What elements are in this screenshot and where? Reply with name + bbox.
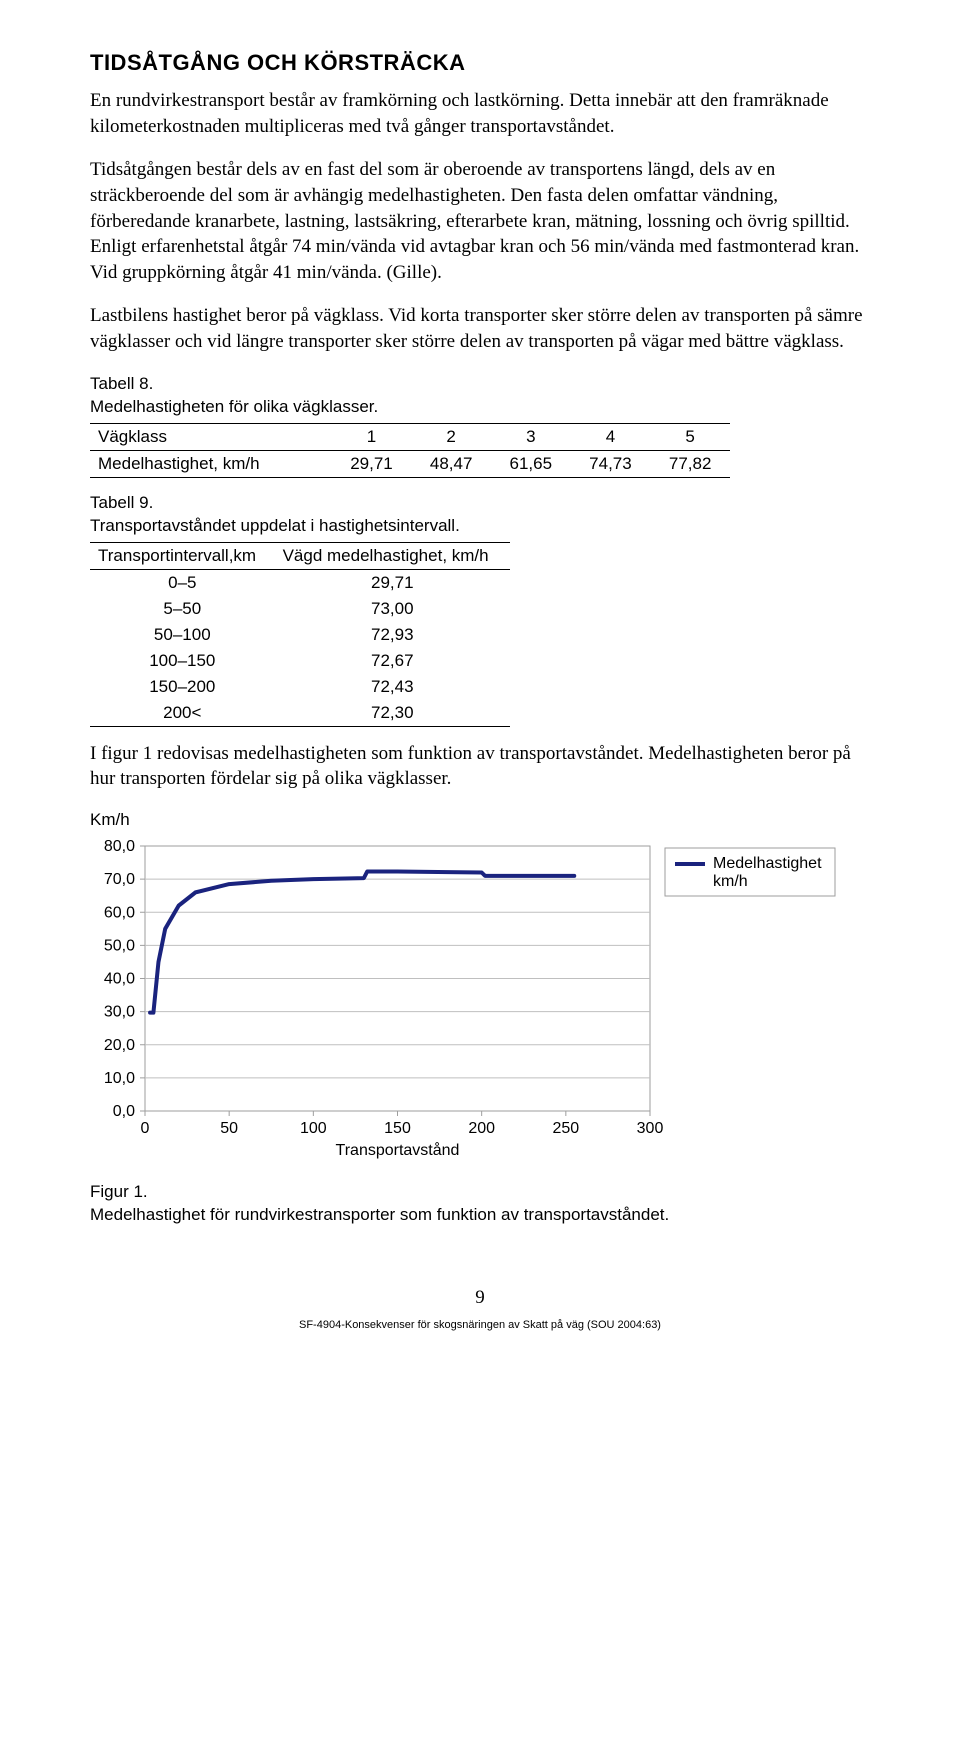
chart-container: Km/h 0,0 10,0 20,0 30,0 40,0 50,0 60,0 70,0 80,0… bbox=[90, 810, 870, 1171]
t9-a2: 50–100 bbox=[90, 622, 275, 648]
paragraph-1: En rundvirkestransport består av framkör… bbox=[90, 88, 870, 139]
svg-text:50,0: 50,0 bbox=[104, 937, 135, 954]
table8-rowlabel: Medelhastighet, km/h bbox=[90, 450, 332, 477]
table-row: 0–529,71 bbox=[90, 569, 510, 596]
table-row: Vägklass 1 2 3 4 5 bbox=[90, 423, 730, 450]
table8-v4: 74,73 bbox=[571, 450, 651, 477]
figure1-caption: Figur 1. Medelhastighet för rundvirkestr… bbox=[90, 1181, 870, 1227]
t9-a4: 150–200 bbox=[90, 674, 275, 700]
svg-text:70,0: 70,0 bbox=[104, 871, 135, 888]
svg-text:150: 150 bbox=[384, 1120, 411, 1137]
table-row: 100–15072,67 bbox=[90, 648, 510, 674]
table9-label: Tabell 9. bbox=[90, 493, 153, 512]
t9-a0: 0–5 bbox=[90, 569, 275, 596]
table8-v5: 77,82 bbox=[650, 450, 730, 477]
table8-col1: 1 bbox=[332, 423, 412, 450]
table9-desc: Transportavståndet uppdelat i hastighets… bbox=[90, 516, 460, 535]
t9-b4: 72,43 bbox=[275, 674, 510, 700]
table-row: Medelhastighet, km/h 29,71 48,47 61,65 7… bbox=[90, 450, 730, 477]
table8-desc: Medelhastigheten för olika vägklasser. bbox=[90, 397, 378, 416]
svg-text:0: 0 bbox=[141, 1120, 150, 1137]
svg-text:300: 300 bbox=[637, 1120, 664, 1137]
figure1-desc: Medelhastighet för rundvirkestransporter… bbox=[90, 1205, 669, 1224]
table8-v3: 61,65 bbox=[491, 450, 571, 477]
footer-citation: SF-4904-Konsekvenser för skogsnäringen a… bbox=[90, 1319, 870, 1331]
svg-text:80,0: 80,0 bbox=[104, 838, 135, 855]
t9-b3: 72,67 bbox=[275, 648, 510, 674]
line-chart: 0,0 10,0 20,0 30,0 40,0 50,0 60,0 70,0 80,0 0 50 10… bbox=[90, 836, 850, 1166]
table9-h0: Transportintervall,km bbox=[90, 542, 275, 569]
t9-a1: 5–50 bbox=[90, 596, 275, 622]
paragraph-3: Lastbilens hastighet beror på vägklass. … bbox=[90, 303, 870, 354]
svg-text:40,0: 40,0 bbox=[104, 970, 135, 987]
chart-ylabel: Km/h bbox=[90, 810, 870, 830]
table8-col2: 2 bbox=[411, 423, 491, 450]
table-row: 5–5073,00 bbox=[90, 596, 510, 622]
page-footer: 9 SF-4904-Konsekvenser för skogsnäringen… bbox=[90, 1287, 870, 1331]
table9: Transportintervall,km Vägd medelhastighe… bbox=[90, 542, 510, 727]
table9-caption: Tabell 9. Transportavståndet uppdelat i … bbox=[90, 492, 870, 538]
svg-text:10,0: 10,0 bbox=[104, 1070, 135, 1087]
section-heading: TIDSÅTGÅNG OCH KÖRSTRÄCKA bbox=[90, 50, 870, 76]
table8-col5: 5 bbox=[650, 423, 730, 450]
table8-v1: 29,71 bbox=[332, 450, 412, 477]
table8-h0: Vägklass bbox=[90, 423, 332, 450]
table-row: 50–10072,93 bbox=[90, 622, 510, 648]
table8-col4: 4 bbox=[571, 423, 651, 450]
table-row: 200<72,30 bbox=[90, 700, 510, 727]
t9-b0: 29,71 bbox=[275, 569, 510, 596]
t9-b1: 73,00 bbox=[275, 596, 510, 622]
svg-text:0,0: 0,0 bbox=[113, 1103, 135, 1120]
table8: Vägklass 1 2 3 4 5 Medelhastighet, km/h … bbox=[90, 423, 730, 478]
table8-caption: Tabell 8. Medelhastigheten för olika väg… bbox=[90, 373, 870, 419]
paragraph-2: Tidsåtgången består dels av en fast del … bbox=[90, 157, 870, 285]
svg-text:60,0: 60,0 bbox=[104, 904, 135, 921]
svg-text:30,0: 30,0 bbox=[104, 1003, 135, 1020]
t9-b5: 72,30 bbox=[275, 700, 510, 727]
t9-a5: 200< bbox=[90, 700, 275, 727]
table9-h1: Vägd medelhastighet, km/h bbox=[275, 542, 510, 569]
figure1-label: Figur 1. bbox=[90, 1182, 148, 1201]
table-row: Transportintervall,km Vägd medelhastighe… bbox=[90, 542, 510, 569]
t9-b2: 72,93 bbox=[275, 622, 510, 648]
paragraph-4: I figur 1 redovisas medelhastigheten som… bbox=[90, 741, 870, 792]
svg-text:250: 250 bbox=[552, 1120, 579, 1137]
svg-text:100: 100 bbox=[300, 1120, 327, 1137]
svg-text:20,0: 20,0 bbox=[104, 1037, 135, 1054]
table8-v2: 48,47 bbox=[411, 450, 491, 477]
t9-a3: 100–150 bbox=[90, 648, 275, 674]
table8-col3: 3 bbox=[491, 423, 571, 450]
page-number: 9 bbox=[90, 1287, 870, 1309]
svg-text:50: 50 bbox=[220, 1120, 238, 1137]
svg-text:Medelhastighet: Medelhastighet bbox=[713, 855, 822, 872]
svg-text:200: 200 bbox=[468, 1120, 495, 1137]
svg-text:Transportavstånd: Transportavstånd bbox=[336, 1141, 460, 1159]
table-row: 150–20072,43 bbox=[90, 674, 510, 700]
table8-label: Tabell 8. bbox=[90, 374, 153, 393]
svg-text:km/h: km/h bbox=[713, 873, 748, 890]
